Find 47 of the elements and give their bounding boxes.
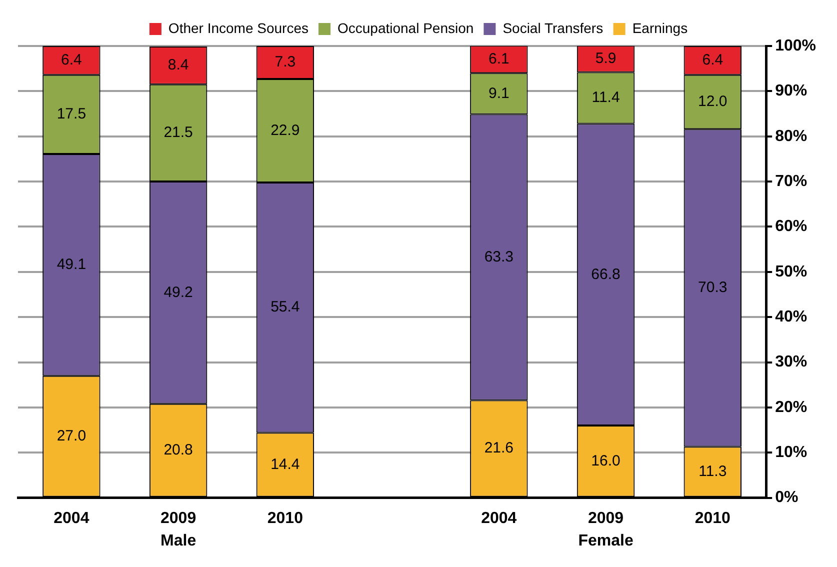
data-label: 49.1 (56, 256, 86, 274)
data-label: 55.4 (270, 298, 300, 316)
y-tick-label: 40% (775, 308, 808, 326)
legend-label: Social Transfers (502, 20, 604, 36)
data-label: 12.0 (698, 93, 728, 110)
legend-label: Earnings (632, 20, 688, 36)
y-tick-label: 30% (775, 354, 808, 371)
data-label: 9.1 (488, 84, 510, 102)
data-label: 17.5 (56, 106, 86, 123)
data-label: 16.0 (591, 452, 620, 470)
legend-label: Occupational Pension (337, 20, 474, 36)
data-label: 66.8 (591, 266, 620, 283)
data-label: 21.5 (164, 124, 193, 142)
x-tick-label: 2010 (694, 510, 731, 527)
y-tick-label: 70% (775, 172, 808, 190)
data-label: 11.3 (698, 462, 727, 480)
data-label: 49.2 (164, 284, 193, 301)
data-label: 14.4 (270, 456, 300, 473)
y-tick-label: 60% (775, 218, 808, 236)
data-label: 6.4 (61, 52, 82, 69)
y-tick-label: 80% (775, 128, 808, 145)
x-tick-label: 2010 (267, 510, 304, 527)
data-label: 63.3 (484, 248, 514, 266)
x-tick-label: 2009 (160, 510, 196, 527)
x-tick-label: 2004 (54, 510, 90, 527)
y-tick-label: 0% (775, 489, 798, 506)
y-tick-label: 90% (775, 82, 808, 100)
x-tick-label: 2009 (588, 510, 624, 527)
y-tick-label: 100% (775, 37, 816, 54)
y-tick-label: 10% (775, 444, 808, 462)
data-label: 5.9 (595, 50, 616, 68)
y-tick-label: 20% (775, 398, 808, 416)
data-label: 70.3 (698, 279, 728, 296)
data-label: 21.6 (484, 440, 514, 457)
text: Female (578, 532, 634, 550)
data-label: 22.9 (270, 122, 300, 139)
data-label: 6.4 (702, 52, 724, 69)
x-tick-label: 2004 (481, 510, 517, 527)
text: Male (160, 532, 196, 550)
legend-label: Other Income Sources (168, 20, 308, 36)
data-label: 6.1 (488, 50, 510, 68)
data-label: 27.0 (56, 427, 86, 444)
data-label: 7.3 (274, 54, 296, 71)
data-label: 11.4 (592, 89, 620, 106)
y-tick-label: 50% (775, 263, 808, 280)
data-label: 8.4 (168, 56, 189, 74)
data-label: 20.8 (164, 441, 193, 458)
